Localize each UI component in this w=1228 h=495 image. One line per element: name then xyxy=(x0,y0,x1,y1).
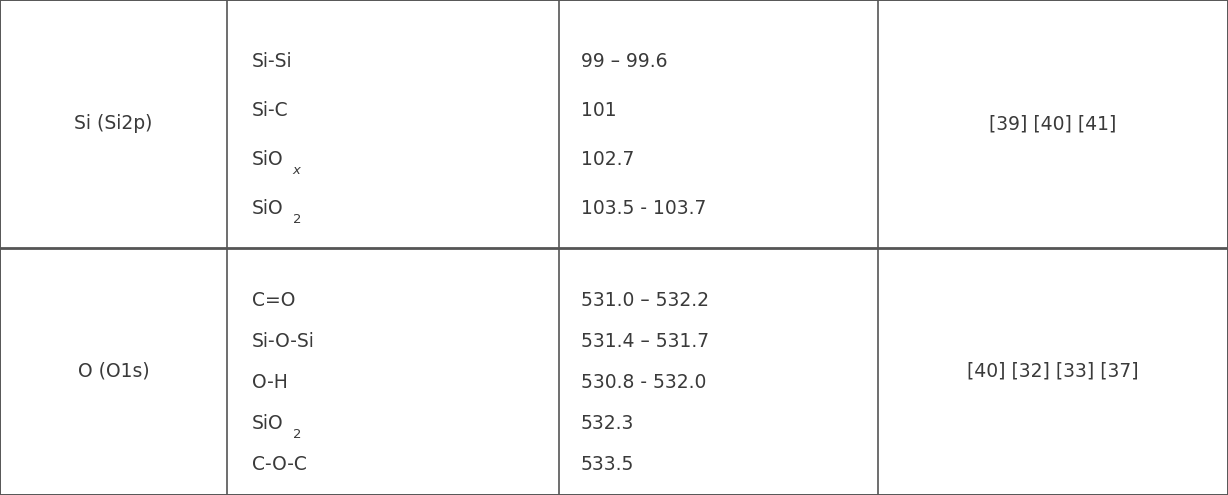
Text: C-O-C: C-O-C xyxy=(252,455,307,474)
Text: [39] [40] [41]: [39] [40] [41] xyxy=(990,114,1116,133)
Text: 532.3: 532.3 xyxy=(581,414,634,433)
Text: 101: 101 xyxy=(581,101,616,120)
Text: Si-C: Si-C xyxy=(252,101,289,120)
Text: 530.8 - 532.0: 530.8 - 532.0 xyxy=(581,373,706,392)
Text: 103.5 - 103.7: 103.5 - 103.7 xyxy=(581,198,706,218)
Text: O (O1s): O (O1s) xyxy=(77,362,150,381)
Text: O-H: O-H xyxy=(252,373,287,392)
Text: 533.5: 533.5 xyxy=(581,455,634,474)
Text: 531.4 – 531.7: 531.4 – 531.7 xyxy=(581,332,709,351)
Text: x: x xyxy=(292,164,301,177)
Text: 102.7: 102.7 xyxy=(581,150,634,169)
Text: C=O: C=O xyxy=(252,291,295,310)
Text: SiO: SiO xyxy=(252,150,284,169)
Text: 2: 2 xyxy=(292,212,301,226)
Text: Si-Si: Si-Si xyxy=(252,52,292,71)
Text: 99 – 99.6: 99 – 99.6 xyxy=(581,52,667,71)
Text: SiO: SiO xyxy=(252,414,284,433)
Text: [40] [32] [33] [37]: [40] [32] [33] [37] xyxy=(968,362,1138,381)
Text: 531.0 – 532.2: 531.0 – 532.2 xyxy=(581,291,709,310)
Text: 2: 2 xyxy=(292,428,301,441)
Text: SiO: SiO xyxy=(252,198,284,218)
Text: Si-O-Si: Si-O-Si xyxy=(252,332,314,351)
Text: Si (Si2p): Si (Si2p) xyxy=(75,114,152,133)
